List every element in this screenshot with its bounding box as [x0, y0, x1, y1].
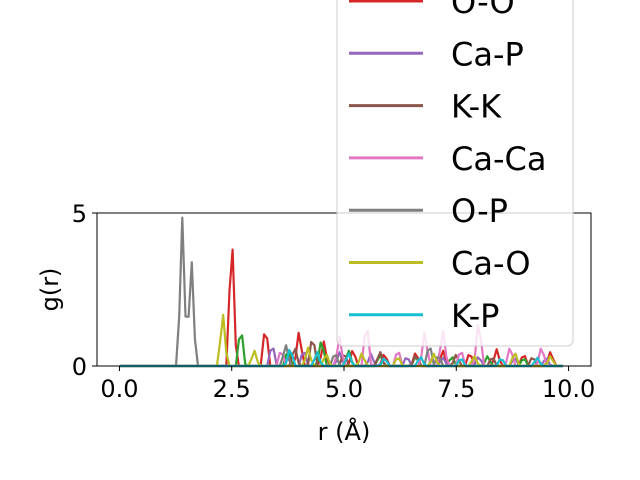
y-tick-label: 5 — [72, 200, 87, 228]
x-tick-label: 5.0 — [325, 375, 363, 403]
legend-label: O-O — [451, 0, 515, 21]
y-axis-label: g(r) — [36, 268, 64, 312]
legend-label: K-P — [451, 297, 499, 335]
x-tick-label: 7.5 — [437, 375, 475, 403]
y-tick-label: 0 — [72, 353, 87, 381]
x-axis-label: r (Å) — [318, 417, 371, 446]
legend-label: K-K — [451, 88, 502, 126]
legend-box — [336, 0, 574, 347]
legend-label: Ca-Ca — [451, 140, 546, 178]
y-axis: 05 — [72, 200, 97, 381]
legend: O-O Ca-P K-K Ca-Ca O-P Ca-O K-P — [336, 0, 574, 347]
legend-label: Ca-O — [451, 245, 531, 283]
legend-label: O-P — [451, 192, 508, 230]
x-tick-label: 2.5 — [213, 375, 251, 403]
legend-label: Ca-P — [451, 35, 524, 73]
x-tick-label: 0.0 — [100, 375, 138, 403]
x-axis: 0.0 2.5 5.0 7.5 10.0 — [100, 366, 595, 403]
x-tick-label: 10.0 — [542, 375, 595, 403]
